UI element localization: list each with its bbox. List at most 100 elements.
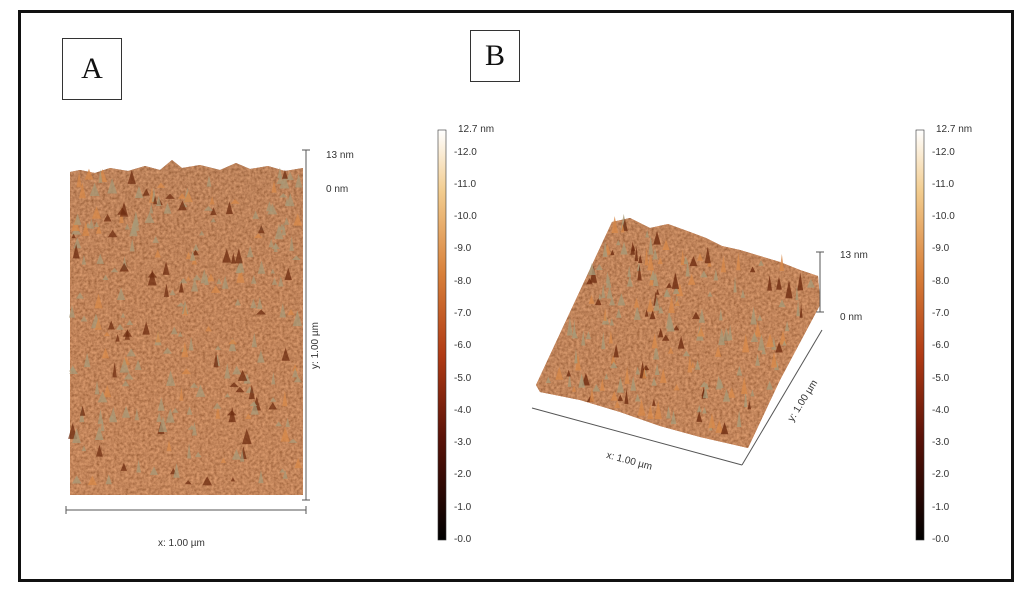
surface-peak (221, 275, 229, 289)
surface-peak (617, 293, 626, 306)
surface-peak (634, 393, 641, 402)
surface-peak (185, 251, 192, 260)
surface-peak (184, 480, 192, 485)
surface-peak (205, 325, 212, 332)
surface-peak (657, 257, 663, 265)
surface-peak (610, 361, 618, 369)
surface-peak (69, 367, 79, 375)
surface-peak (736, 409, 742, 427)
surface-peak (134, 359, 142, 371)
surface-peak (767, 275, 773, 291)
surface-peak (722, 388, 731, 402)
surface-peak (649, 310, 656, 320)
surface-peak (642, 367, 647, 379)
surface-peak (754, 321, 761, 337)
colorbar-a-tick-label: -6.0 (454, 340, 472, 352)
surface-peak (281, 222, 286, 236)
surface-peak (215, 403, 221, 419)
surface-peak (687, 355, 693, 373)
surface-peak (727, 324, 733, 341)
surface-peak (292, 364, 298, 372)
surface-peak (647, 254, 655, 271)
surface-peak (720, 255, 727, 273)
surface-peak (653, 342, 660, 360)
surface-peak (617, 394, 623, 401)
surface-peak (124, 223, 130, 230)
surface-peak (170, 326, 178, 335)
surface-peak (178, 281, 184, 293)
surface-peak (683, 255, 688, 265)
surface-peak (779, 330, 787, 345)
surface-peak (142, 188, 150, 196)
surface-peak (662, 239, 670, 250)
colorbar-a-tick-label: -1.0 (454, 501, 472, 513)
surface-peak (81, 254, 87, 265)
surface-peak (105, 474, 112, 485)
surface-peak (545, 376, 551, 383)
surface-peak (95, 444, 103, 457)
colorbar-b-tick-label: -11.0 (932, 178, 955, 190)
surface-peak (707, 291, 713, 297)
surface-peak (795, 285, 799, 301)
surface-peak (289, 236, 294, 251)
surface-peak (188, 336, 194, 351)
surface-peak (285, 417, 290, 427)
surface-peak (602, 241, 608, 257)
surface-peak (162, 347, 172, 354)
surface-peak (702, 385, 709, 399)
colorbar-a-tick-label: -3.0 (454, 437, 472, 449)
surface-peak (698, 308, 705, 323)
surface-peak (213, 352, 219, 368)
surface-peak (295, 173, 303, 188)
surface-peak (129, 238, 135, 252)
surface-peak (230, 477, 236, 482)
surface-peak (766, 333, 774, 347)
surface-peak (102, 274, 109, 281)
surface-peak (225, 201, 233, 215)
surface-peak (153, 195, 158, 205)
surface-peak (648, 235, 654, 255)
surface-peak (634, 245, 639, 262)
surface-peak (586, 278, 593, 285)
colorbar-a-tick-label: -9.0 (454, 243, 472, 255)
surface-peak (654, 400, 662, 420)
surface-peak (659, 368, 667, 383)
surface-peak (237, 369, 248, 381)
panel-a-zmax: 13 nm (326, 150, 354, 161)
surface-peak (81, 445, 87, 452)
surface-peak (627, 265, 632, 277)
surface-peak (189, 250, 196, 261)
surface-peak (116, 287, 126, 301)
surface-peak (235, 264, 242, 274)
surface-peak (715, 420, 724, 433)
surface-peak (630, 241, 635, 255)
surface-peak (242, 428, 252, 445)
surface-peak (606, 285, 613, 299)
surface-peak (234, 298, 241, 306)
surface-peak (228, 339, 237, 345)
surface-peak (134, 185, 144, 198)
surface-peak (287, 308, 295, 316)
surface-peak (224, 363, 231, 379)
surface-peak (142, 321, 150, 335)
surface-peak (226, 410, 237, 416)
surface-peak (673, 384, 680, 391)
surface-peak (172, 407, 179, 413)
surface-peak (186, 276, 191, 281)
surface-peak (655, 289, 660, 295)
surface-peak (286, 193, 295, 207)
surface-peak (755, 353, 760, 366)
surface-peak (200, 269, 208, 284)
surface-peak (234, 248, 243, 264)
surface-peak (281, 347, 290, 361)
surface-peak (275, 421, 283, 427)
surface-peak (633, 305, 641, 320)
surface-peak (624, 366, 630, 384)
surface-peak (742, 333, 750, 353)
surface-peak (136, 459, 141, 473)
surface-peak (189, 382, 199, 388)
surface-peak (620, 241, 628, 255)
surface-peak (685, 259, 690, 277)
surface-peak (743, 390, 748, 408)
surface-peak (757, 334, 766, 351)
